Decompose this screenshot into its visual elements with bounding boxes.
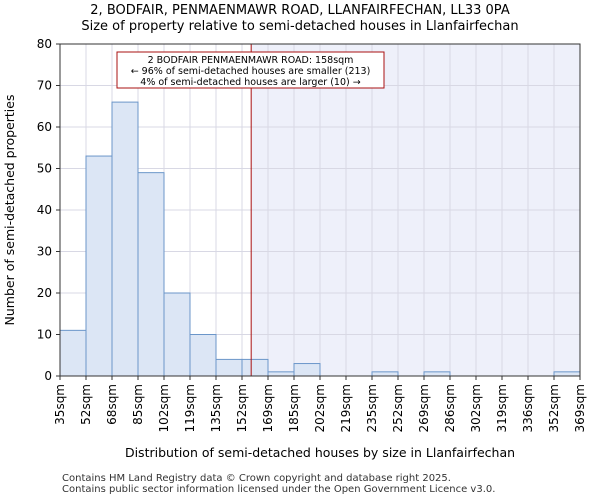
x-axis-ticks: 35sqm 52sqm 68sqm 85sqm 102sqm 119sqm 135sqm 15… — [53, 376, 587, 432]
bar — [111, 101, 139, 377]
chart-subtitle: Size of property relative to semi-detach… — [81, 19, 519, 34]
bar — [423, 371, 451, 377]
x-tick-label: 152sqm — [235, 384, 249, 432]
x-tick-label: 269sqm — [417, 384, 431, 432]
x-tick-label: 135sqm — [209, 384, 223, 432]
x-tick-label: 169sqm — [261, 384, 275, 432]
annotation-border — [116, 51, 385, 89]
x-tick-label: 235sqm — [365, 384, 379, 432]
bar — [241, 358, 269, 377]
bar — [85, 155, 113, 377]
bar — [553, 371, 581, 377]
x-tick-label: 252sqm — [391, 384, 405, 432]
x-tick-label: 52sqm — [79, 384, 93, 425]
footer-line-2: Contains public sector information licen… — [62, 484, 496, 495]
bar — [293, 363, 321, 377]
x-axis-label: Distribution of semi-detached houses by … — [125, 445, 515, 460]
x-tick-label: 219sqm — [339, 384, 353, 432]
footer-line-1: Contains HM Land Registry data © Crown c… — [62, 473, 451, 484]
y-tick-label: 10 — [37, 328, 52, 342]
bar — [59, 329, 87, 377]
y-tick-label: 20 — [37, 286, 52, 300]
bar — [215, 358, 243, 377]
y-tick-label: 70 — [37, 79, 52, 93]
x-tick-label: 185sqm — [287, 384, 301, 432]
bar — [189, 334, 217, 377]
x-tick-label: 202sqm — [313, 384, 327, 432]
x-tick-label: 319sqm — [495, 384, 509, 432]
x-tick-label: 369sqm — [573, 384, 587, 432]
y-axis-ticks: 0 10 20 30 40 50 60 70 80 — [37, 37, 60, 383]
bar — [163, 292, 191, 377]
annotation-line-1: 2 BODFAIR PENMAENMAWR ROAD: 158sqm — [148, 55, 354, 66]
y-tick-label: 40 — [37, 203, 52, 217]
chart-title: 2, BODFAIR, PENMAENMAWR ROAD, LLANFAIRFE… — [90, 3, 510, 18]
x-tick-label: 352sqm — [547, 384, 561, 432]
bar — [137, 172, 165, 377]
y-axis-label: Number of semi-detached properties — [2, 95, 17, 326]
bars — [59, 101, 581, 377]
x-tick-label: 286sqm — [443, 384, 457, 432]
y-tick-label: 50 — [37, 162, 52, 176]
x-tick-label: 85sqm — [131, 384, 145, 425]
bar — [267, 371, 295, 377]
annotation-box: 2 BODFAIR PENMAENMAWR ROAD: 158sqm ← 96%… — [116, 51, 385, 89]
x-tick-label: 336sqm — [521, 384, 535, 432]
y-tick-label: 60 — [37, 120, 52, 134]
chart-title-block: 2, BODFAIR, PENMAENMAWR ROAD, LLANFAIRFE… — [0, 3, 600, 35]
annotation-line-3: 4% of semi-detached houses are larger (1… — [140, 77, 360, 88]
x-tick-label: 302sqm — [469, 384, 483, 432]
y-tick-label: 0 — [44, 369, 52, 383]
footer: Contains HM Land Registry data © Crown c… — [62, 473, 495, 495]
x-tick-label: 119sqm — [183, 384, 197, 432]
x-tick-label: 68sqm — [105, 384, 119, 425]
annotation-line-2: ← 96% of semi-detached houses are smalle… — [131, 66, 371, 77]
y-tick-label: 30 — [37, 245, 52, 259]
y-tick-label: 80 — [37, 37, 52, 51]
x-tick-label: 35sqm — [53, 384, 67, 425]
x-tick-label: 102sqm — [157, 384, 171, 432]
bar — [371, 371, 399, 377]
